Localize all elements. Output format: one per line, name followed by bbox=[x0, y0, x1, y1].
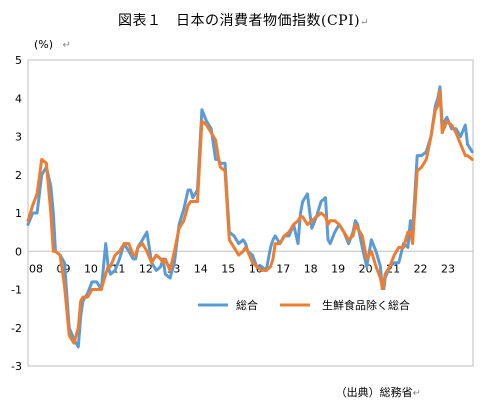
x-tick-label: 08 bbox=[29, 262, 43, 275]
y-tick-label: 2 bbox=[15, 169, 22, 182]
legend-label: 生鮮食品除く総合 bbox=[322, 298, 410, 312]
x-axis-ticks: 08 09 10 11 12 13 14 15 16 17 18 19 20 21 22 23 bbox=[29, 262, 455, 275]
x-tick-label: 23 bbox=[441, 262, 455, 275]
y-unit-text: (%) bbox=[34, 38, 54, 51]
y-tick-label: -1 bbox=[11, 284, 22, 297]
series-lines bbox=[26, 85, 474, 349]
legend-label: 総合 bbox=[236, 298, 258, 312]
x-tick-label: 10 bbox=[84, 262, 98, 275]
y-tick-label: 1 bbox=[15, 207, 22, 220]
x-tick-label: 20 bbox=[359, 262, 373, 275]
x-tick-label: 14 bbox=[194, 262, 208, 275]
x-tick-label: 22 bbox=[414, 262, 428, 275]
chart-title: 図表１ 日本の消費者物価指数(CPI)↵ bbox=[0, 10, 487, 30]
x-tick-label: 19 bbox=[331, 262, 345, 275]
series-line-core bbox=[26, 89, 474, 345]
y-tick-label: -2 bbox=[11, 322, 22, 335]
plot-frame bbox=[27, 59, 474, 367]
source-text: （出典）総務省 bbox=[335, 386, 413, 399]
legend: 総合 生鮮食品除く総合 bbox=[178, 290, 446, 320]
y-tick-label: 0 bbox=[15, 245, 22, 258]
x-tick-label: 15 bbox=[221, 262, 235, 275]
chart-title-text: 図表１ 日本の消費者物価指数(CPI) bbox=[118, 13, 361, 29]
source-note: （出典）総務省↵ bbox=[336, 384, 421, 400]
x-tick-label: 18 bbox=[304, 262, 318, 275]
y-tick-label: 3 bbox=[15, 131, 22, 144]
y-tick-label: -3 bbox=[11, 360, 22, 373]
y-unit-label: (%) ↵ bbox=[34, 38, 71, 51]
x-tick-label: 17 bbox=[276, 262, 290, 275]
return-mark-icon: ↵ bbox=[412, 388, 421, 399]
return-mark-icon: ↵ bbox=[360, 17, 369, 28]
x-tick-label: 12 bbox=[139, 262, 153, 275]
y-tick-label: 4 bbox=[15, 92, 22, 105]
y-tick-label: 5 bbox=[15, 54, 22, 67]
return-mark-icon: ↵ bbox=[62, 40, 71, 51]
